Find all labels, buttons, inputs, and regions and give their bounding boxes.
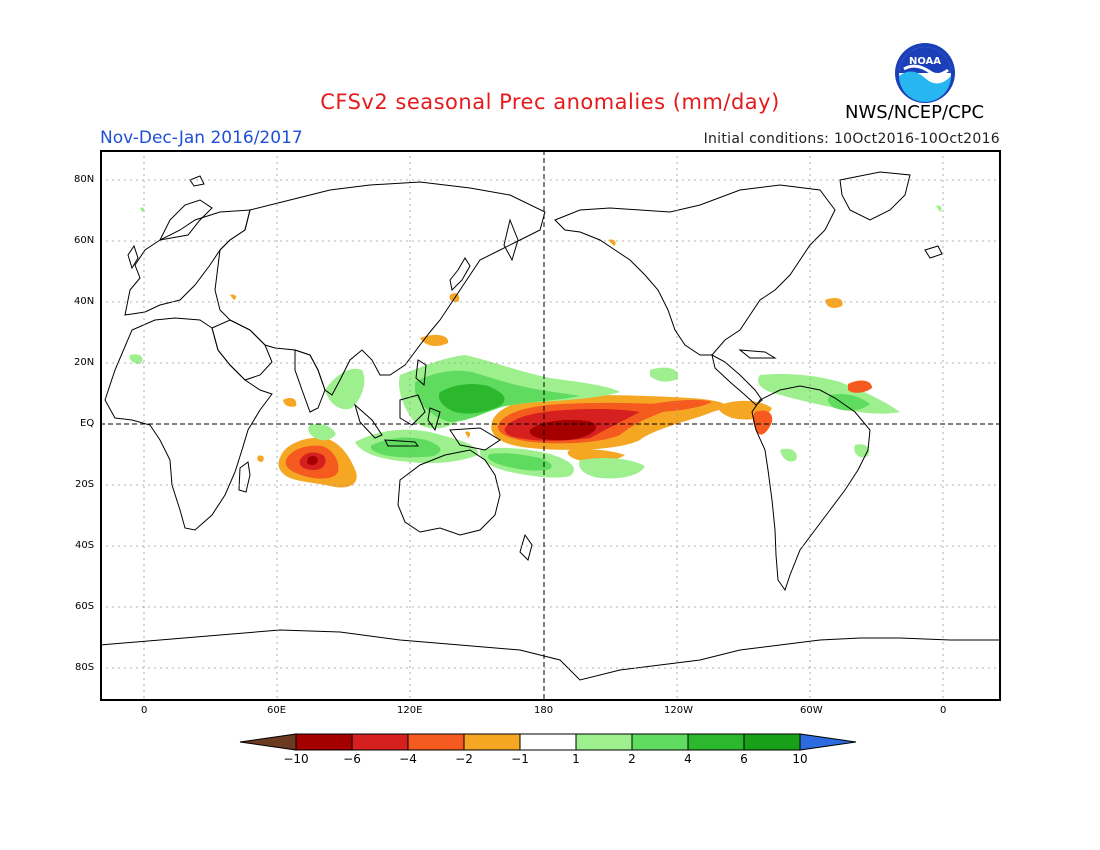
coastline-asia bbox=[214, 181, 546, 396]
coastline-britain bbox=[127, 244, 139, 270]
colorbar-cell bbox=[463, 733, 521, 751]
colorbar-tick-label: −10 bbox=[283, 752, 308, 766]
coastline-iceland bbox=[924, 245, 943, 259]
coastline-south-america bbox=[751, 385, 871, 592]
coastline-africa bbox=[104, 317, 273, 531]
lat-label-80s: 80S bbox=[75, 662, 95, 673]
period-label: Nov-Dec-Jan 2016/2017 bbox=[100, 128, 303, 148]
lon-label-180: 180 bbox=[534, 705, 554, 716]
graticule bbox=[100, 150, 1001, 701]
colorbar-labels: −10 −6 −4 −2 −1 1 2 4 6 10 bbox=[283, 752, 807, 766]
lon-label-60e: 60E bbox=[267, 705, 287, 716]
colorbar-cell bbox=[351, 733, 409, 751]
colorbar-cell bbox=[295, 733, 353, 751]
indian-ocean-dry-anomaly bbox=[257, 398, 357, 488]
lat-label-20n: 20N bbox=[74, 357, 95, 368]
lat-label-40s: 40S bbox=[75, 540, 95, 551]
colorbar-tick-label: 1 bbox=[572, 752, 580, 766]
colorbar-cell bbox=[575, 733, 633, 751]
colorbar-cell bbox=[743, 733, 801, 751]
colorbar-cell bbox=[631, 733, 689, 751]
coastline-new-guinea bbox=[449, 427, 501, 451]
noaa-logo: NOAA bbox=[895, 43, 955, 103]
agency-label: NWS/NCEP/CPC bbox=[845, 102, 985, 123]
americas-anomalies bbox=[230, 239, 900, 462]
colorbar-tick-label: −1 bbox=[511, 752, 529, 766]
coastline-japan bbox=[449, 257, 471, 292]
colorbar-tick-label: 4 bbox=[684, 752, 692, 766]
lon-label-60w: 60W bbox=[800, 705, 823, 716]
lat-label-20s: 20S bbox=[75, 479, 95, 490]
lon-label-0-east: 0 bbox=[940, 705, 947, 716]
coastline-india bbox=[294, 349, 326, 413]
coastline-kamchatka bbox=[503, 218, 519, 262]
lon-label-120w: 120W bbox=[664, 705, 693, 716]
lat-label-eq: EQ bbox=[80, 418, 95, 429]
lat-label-80n: 80N bbox=[74, 174, 95, 185]
coastline-java bbox=[384, 439, 419, 447]
lon-label-120e: 120E bbox=[397, 705, 423, 716]
coastline-madagascar bbox=[238, 461, 251, 493]
colorbar-tick-label: −6 bbox=[343, 752, 361, 766]
colorbar-tick-label: 6 bbox=[740, 752, 748, 766]
coastline-scandinavia bbox=[159, 199, 213, 241]
colorbar-tick-label: 10 bbox=[792, 752, 807, 766]
colorbar-cells bbox=[239, 733, 857, 751]
map-frame bbox=[100, 150, 1001, 701]
colorbar-tick-label: −2 bbox=[455, 752, 473, 766]
coastline-greenland bbox=[839, 171, 911, 221]
coastline-philippines bbox=[415, 359, 427, 387]
colorbar-cell bbox=[687, 733, 745, 751]
coastline-antarctica bbox=[100, 629, 1001, 681]
coastlines bbox=[100, 171, 1001, 681]
coastline-central-america bbox=[711, 354, 763, 406]
colorbar-tick-label: −4 bbox=[399, 752, 417, 766]
coastline-australia bbox=[397, 449, 501, 536]
colorbar-cell bbox=[407, 733, 465, 751]
colorbar-arrow-right bbox=[799, 733, 857, 751]
coastline-borneo bbox=[399, 394, 426, 426]
lon-label-0: 0 bbox=[141, 705, 148, 716]
coastline-svalbard bbox=[189, 175, 205, 187]
colorbar-cell bbox=[519, 733, 577, 751]
lat-label-40n: 40N bbox=[74, 296, 95, 307]
colorbar-tick-label: 2 bbox=[628, 752, 636, 766]
initial-conditions-label: Initial conditions: 10Oct2016-10Oct2016 bbox=[703, 131, 1000, 147]
coastline-sumatra bbox=[354, 403, 383, 439]
coastline-north-america bbox=[554, 184, 836, 356]
noaa-logo-text: NOAA bbox=[909, 56, 941, 67]
map-title: CFSv2 seasonal Prec anomalies (mm/day) bbox=[320, 90, 780, 114]
coastline-sulawesi bbox=[427, 407, 441, 432]
lat-label-60n: 60N bbox=[74, 235, 95, 246]
lat-label-60s: 60S bbox=[75, 601, 95, 612]
colorbar-arrow-left bbox=[239, 733, 297, 751]
colorbar: −10 −6 −4 −2 −1 1 2 4 6 10 bbox=[239, 733, 857, 766]
coastline-cuba bbox=[738, 349, 777, 359]
world-map bbox=[100, 150, 1001, 701]
